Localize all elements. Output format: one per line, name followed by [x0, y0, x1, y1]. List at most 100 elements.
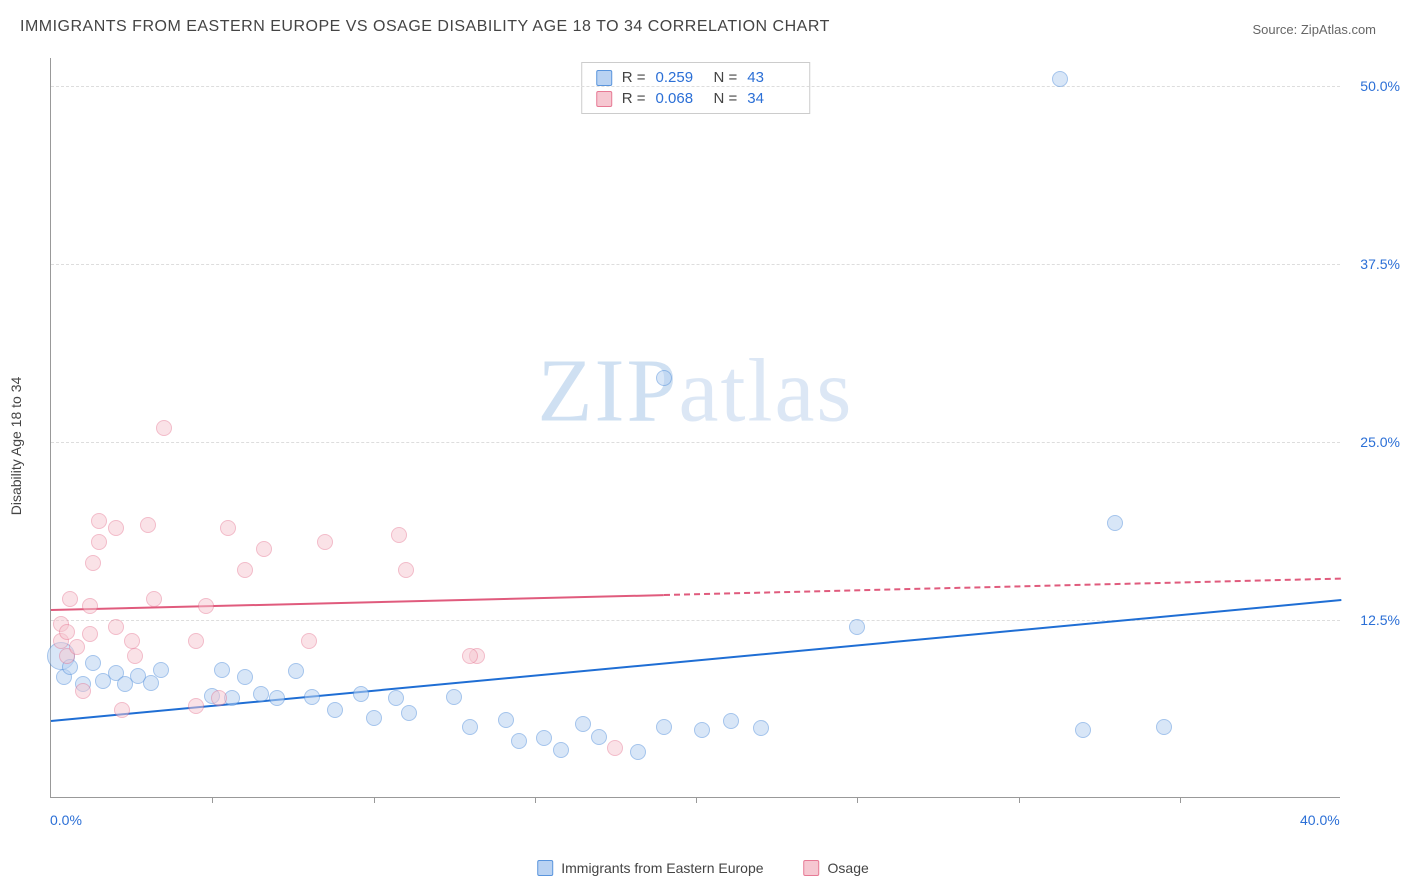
data-point	[630, 744, 646, 760]
y-tick-label: 25.0%	[1360, 434, 1400, 450]
data-point	[723, 713, 739, 729]
data-point	[536, 730, 552, 746]
series-legend: Immigrants from Eastern Europe Osage	[537, 860, 869, 876]
data-point	[237, 669, 253, 685]
scatter-plot-area: ZIPatlas R =0.259N =43R =0.068N =34 12.5…	[50, 58, 1340, 798]
data-point	[237, 562, 253, 578]
data-point	[317, 534, 333, 550]
trend-line-solid	[51, 594, 664, 611]
x-tick	[857, 797, 858, 803]
data-point	[288, 663, 304, 679]
r-value: 0.259	[656, 69, 704, 86]
data-point	[220, 520, 236, 536]
gridline	[51, 86, 1340, 87]
gridline	[51, 442, 1340, 443]
r-label: R =	[622, 69, 646, 86]
data-point	[188, 633, 204, 649]
data-point	[304, 689, 320, 705]
data-point	[1156, 719, 1172, 735]
correlation-legend: R = 0.259 N = 43 R = 0.068 N = 34	[581, 62, 811, 114]
data-point	[398, 562, 414, 578]
legend-swatch	[596, 70, 612, 86]
data-point	[656, 370, 672, 386]
data-point	[591, 729, 607, 745]
data-point	[146, 591, 162, 607]
y-tick-label: 50.0%	[1360, 78, 1400, 94]
data-point	[269, 690, 285, 706]
data-point	[82, 626, 98, 642]
r-value: 0.068	[656, 90, 704, 107]
data-point	[85, 655, 101, 671]
data-point	[575, 716, 591, 732]
data-point	[327, 702, 343, 718]
x-axis-max-label: 40.0%	[1300, 812, 1340, 828]
data-point	[256, 541, 272, 557]
data-point	[462, 719, 478, 735]
data-point	[353, 686, 369, 702]
legend-label: Osage	[828, 860, 869, 876]
data-point	[214, 662, 230, 678]
legend-swatch	[804, 860, 820, 876]
gridline	[51, 264, 1340, 265]
data-point	[127, 648, 143, 664]
data-point	[253, 686, 269, 702]
legend-item: Immigrants from Eastern Europe	[537, 860, 763, 876]
x-tick	[696, 797, 697, 803]
n-label: N =	[714, 90, 738, 107]
data-point	[82, 598, 98, 614]
data-point	[607, 740, 623, 756]
legend-item: Osage	[804, 860, 869, 876]
data-point	[498, 712, 514, 728]
data-point	[462, 648, 478, 664]
x-tick	[1019, 797, 1020, 803]
x-tick	[535, 797, 536, 803]
data-point	[401, 705, 417, 721]
data-point	[366, 710, 382, 726]
data-point	[1107, 515, 1123, 531]
data-point	[753, 720, 769, 736]
data-point	[91, 513, 107, 529]
legend-swatch	[537, 860, 553, 876]
data-point	[91, 534, 107, 550]
y-axis-title: Disability Age 18 to 34	[8, 377, 24, 516]
legend-label: Immigrants from Eastern Europe	[561, 860, 763, 876]
y-tick-label: 37.5%	[1360, 256, 1400, 272]
legend-swatch	[596, 91, 612, 107]
n-value: 43	[747, 69, 795, 86]
data-point	[849, 619, 865, 635]
x-tick	[1180, 797, 1181, 803]
data-point	[211, 690, 227, 706]
data-point	[1075, 722, 1091, 738]
x-axis-min-label: 0.0%	[50, 812, 82, 828]
data-point	[198, 598, 214, 614]
data-point	[75, 683, 91, 699]
data-point	[553, 742, 569, 758]
legend-rn-row: R =0.259N =43	[596, 67, 796, 88]
r-label: R =	[622, 90, 646, 107]
data-point	[140, 517, 156, 533]
data-point	[301, 633, 317, 649]
n-value: 34	[747, 90, 795, 107]
data-point	[188, 698, 204, 714]
x-tick	[212, 797, 213, 803]
data-point	[511, 733, 527, 749]
y-tick-label: 12.5%	[1360, 612, 1400, 628]
data-point	[1052, 71, 1068, 87]
data-point	[108, 619, 124, 635]
data-point	[69, 639, 85, 655]
trend-line	[51, 599, 1341, 722]
data-point	[114, 702, 130, 718]
trend-line-dashed	[664, 577, 1341, 595]
legend-rn-row: R = 0.068 N = 34	[596, 88, 796, 109]
data-point	[59, 624, 75, 640]
data-point	[446, 689, 462, 705]
data-point	[391, 527, 407, 543]
data-point	[85, 555, 101, 571]
gridline	[51, 620, 1340, 621]
x-tick	[374, 797, 375, 803]
data-point	[388, 690, 404, 706]
chart-title: IMMIGRANTS FROM EASTERN EUROPE VS OSAGE …	[20, 18, 830, 36]
data-point	[153, 662, 169, 678]
source-attribution: Source: ZipAtlas.com	[1252, 22, 1376, 37]
watermark: ZIPatlas	[538, 339, 854, 442]
